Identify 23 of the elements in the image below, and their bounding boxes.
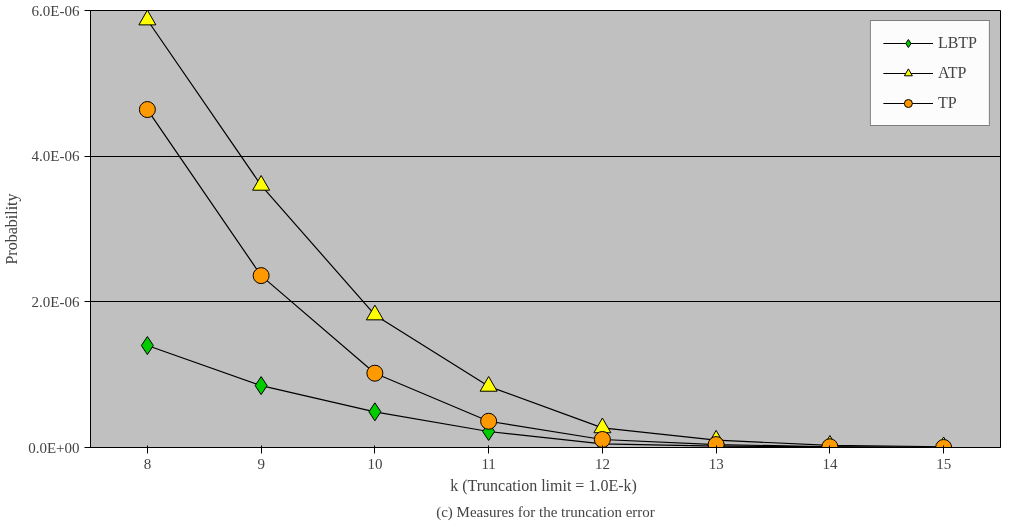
x-tick-label: 15 xyxy=(936,455,952,472)
point xyxy=(365,304,384,321)
x-tick-label: 12 xyxy=(594,455,610,472)
legend-label: TP xyxy=(937,94,958,112)
x-tick-label: 14 xyxy=(822,455,838,472)
y-tick-label: 4.0E-06 xyxy=(31,148,80,165)
x-tick-label: 10 xyxy=(367,455,383,472)
text: (c) Measures for the truncation error xyxy=(436,503,655,521)
x-tick-label: 9 xyxy=(257,455,265,472)
point xyxy=(252,174,271,191)
point xyxy=(138,101,156,119)
point xyxy=(138,10,157,26)
legend-label: LBTP xyxy=(937,34,977,52)
x-axis-title: k (Truncation limit = 1.0E-k) xyxy=(450,476,637,495)
y-tick-label: 0.0E+00 xyxy=(28,439,80,456)
x-tick-label: 13 xyxy=(708,455,724,472)
y-tick-label: 6.0E-06 xyxy=(31,2,80,19)
point xyxy=(479,376,498,392)
y-tick-label: 2.0E-06 xyxy=(31,293,80,310)
legend-label: ATP xyxy=(937,64,967,82)
y-axis-title: Probability xyxy=(3,193,22,265)
x-tick-label: 11 xyxy=(481,455,496,472)
x-tick-label: 8 xyxy=(143,455,152,472)
